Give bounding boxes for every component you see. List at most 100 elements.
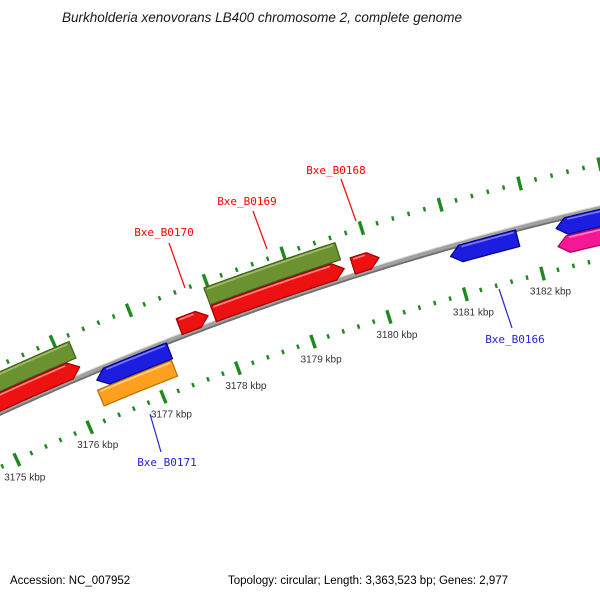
minor-tick-lower [296, 344, 300, 350]
feature-gene-block-left[interactable] [0, 340, 77, 411]
minor-tick-lower [587, 259, 591, 265]
minor-tick-lower [102, 418, 107, 424]
minor-tick-lower [371, 319, 376, 325]
minor-tick-lower [220, 371, 225, 377]
minor-tick-lower [58, 437, 63, 443]
gene-labels: Bxe_B0169 Bxe_B0170 Bxe_B0168 Bxe_B0166 Bxe_… [134, 164, 545, 469]
feature-bevel [213, 265, 331, 308]
gene-label-Bxe_B0171[interactable]: Bxe_B0171 [137, 456, 197, 469]
feature-cds-arrow-left[interactable] [0, 362, 81, 427]
feature-bevel [461, 231, 514, 248]
minor-tick-lower [494, 283, 498, 289]
axis-label-3179: 3179 kbp [301, 355, 343, 366]
feature-bevel [206, 244, 334, 290]
accession-text: Accession: NC_007952 [10, 575, 131, 587]
minor-tick-upper [454, 197, 458, 203]
minor-tick-upper [406, 211, 411, 217]
minor-tick-lower [281, 349, 285, 355]
major-tick-lower [12, 452, 22, 467]
minor-tick-lower [556, 267, 560, 273]
minor-tick-lower [43, 443, 48, 449]
leader-line-Bxe_B0168 [340, 178, 357, 222]
minor-tick-upper [486, 189, 490, 195]
feature-Bxe_B0166[interactable] [450, 229, 521, 263]
major-tick-lower [385, 309, 393, 325]
minor-tick-upper [96, 320, 101, 326]
leader-line-Bxe_B0169 [252, 210, 268, 250]
feature-gene-arrow-right[interactable] [555, 199, 600, 235]
minor-tick-lower [417, 305, 422, 311]
major-tick-upper [516, 176, 523, 191]
minor-tick-upper [265, 256, 270, 262]
feature-Bxe_B0171-block[interactable] [96, 359, 179, 407]
minor-tick-upper [66, 332, 71, 338]
major-tick-lower [85, 420, 95, 435]
minor-tick-lower [29, 450, 34, 456]
minor-tick-upper [81, 326, 86, 332]
feature-bevel [352, 254, 365, 260]
minor-tick-upper [296, 245, 301, 251]
axis-labels: 3175 kbp 3176 kbp 3177 kbp 3178 kbp 3179 kbp… [4, 287, 571, 484]
minor-tick-upper [391, 215, 395, 221]
axis-label-3180: 3180 kbp [376, 330, 418, 341]
major-tick-lower [539, 266, 546, 281]
feature-bevel [566, 210, 600, 220]
minor-tick-upper [312, 240, 317, 246]
gene-label-Bxe_B0166[interactable]: Bxe_B0166 [485, 333, 545, 346]
tick-tracks [0, 157, 600, 469]
minor-tick-upper [157, 295, 162, 301]
feature-bevel [0, 343, 68, 375]
major-tick-lower [461, 287, 469, 302]
major-tick-lower [159, 389, 168, 404]
axis-label-3175: 3175 kbp [4, 473, 46, 484]
gene-label-Bxe_B0170[interactable]: Bxe_B0170 [134, 226, 194, 239]
gene-label-Bxe_B0169[interactable]: Bxe_B0169 [217, 195, 277, 208]
feature-Bxe_B0171[interactable] [96, 342, 174, 385]
minor-tick-lower [509, 279, 514, 285]
minor-tick-upper [581, 165, 586, 171]
minor-tick-lower [250, 360, 255, 366]
minor-tick-upper [234, 267, 239, 273]
minor-tick-upper [343, 230, 348, 236]
genome-summary-text: Topology: circular; Length: 3,363,523 bp… [228, 575, 509, 587]
minor-tick-lower [117, 412, 122, 418]
major-tick-upper [436, 197, 444, 212]
minor-tick-upper [142, 301, 147, 307]
axis-label-3178: 3178 kbp [225, 381, 267, 392]
axis-label-3182: 3182 kbp [530, 287, 572, 298]
major-tick-upper [279, 246, 288, 261]
feature-bevel [178, 313, 195, 321]
minor-tick-lower [176, 388, 181, 394]
major-tick-upper [48, 334, 58, 349]
minor-tick-upper [172, 289, 177, 295]
axis-label-3176: 3176 kbp [77, 440, 119, 451]
minor-tick-lower [326, 333, 331, 339]
minor-tick-lower [341, 328, 346, 334]
leader-line-Bxe_B0166 [498, 288, 513, 329]
minor-tick-upper [549, 173, 554, 178]
minor-tick-lower [0, 463, 5, 469]
minor-tick-lower [356, 324, 361, 330]
minor-tick-upper [5, 358, 10, 365]
major-tick-upper [201, 273, 210, 289]
feature-bevel [568, 228, 600, 239]
minor-tick-lower [73, 431, 78, 437]
leader-line-Bxe_B0170 [168, 242, 186, 289]
major-tick-upper [357, 220, 366, 236]
feature-bevel [100, 362, 171, 392]
major-tick-lower [233, 361, 242, 376]
minor-tick-upper [501, 185, 506, 190]
minor-tick-upper [250, 261, 255, 267]
genome-axis-stroke [0, 209, 600, 416]
leader-line-Bxe_B0171 [149, 413, 162, 453]
genome-axis-stroke [0, 206, 600, 415]
minor-tick-upper [470, 193, 474, 199]
major-tick-lower [309, 334, 317, 349]
feature-gene-arrow-right2[interactable] [557, 217, 600, 253]
gene-label-Bxe_B0168[interactable]: Bxe_B0168 [306, 164, 366, 177]
minor-tick-upper [328, 235, 332, 241]
minor-tick-upper [188, 284, 193, 290]
feature-cds-arrow-B0169[interactable] [209, 263, 345, 323]
feature-Bxe_B0169[interactable] [203, 242, 342, 306]
minor-tick-lower [525, 275, 529, 281]
